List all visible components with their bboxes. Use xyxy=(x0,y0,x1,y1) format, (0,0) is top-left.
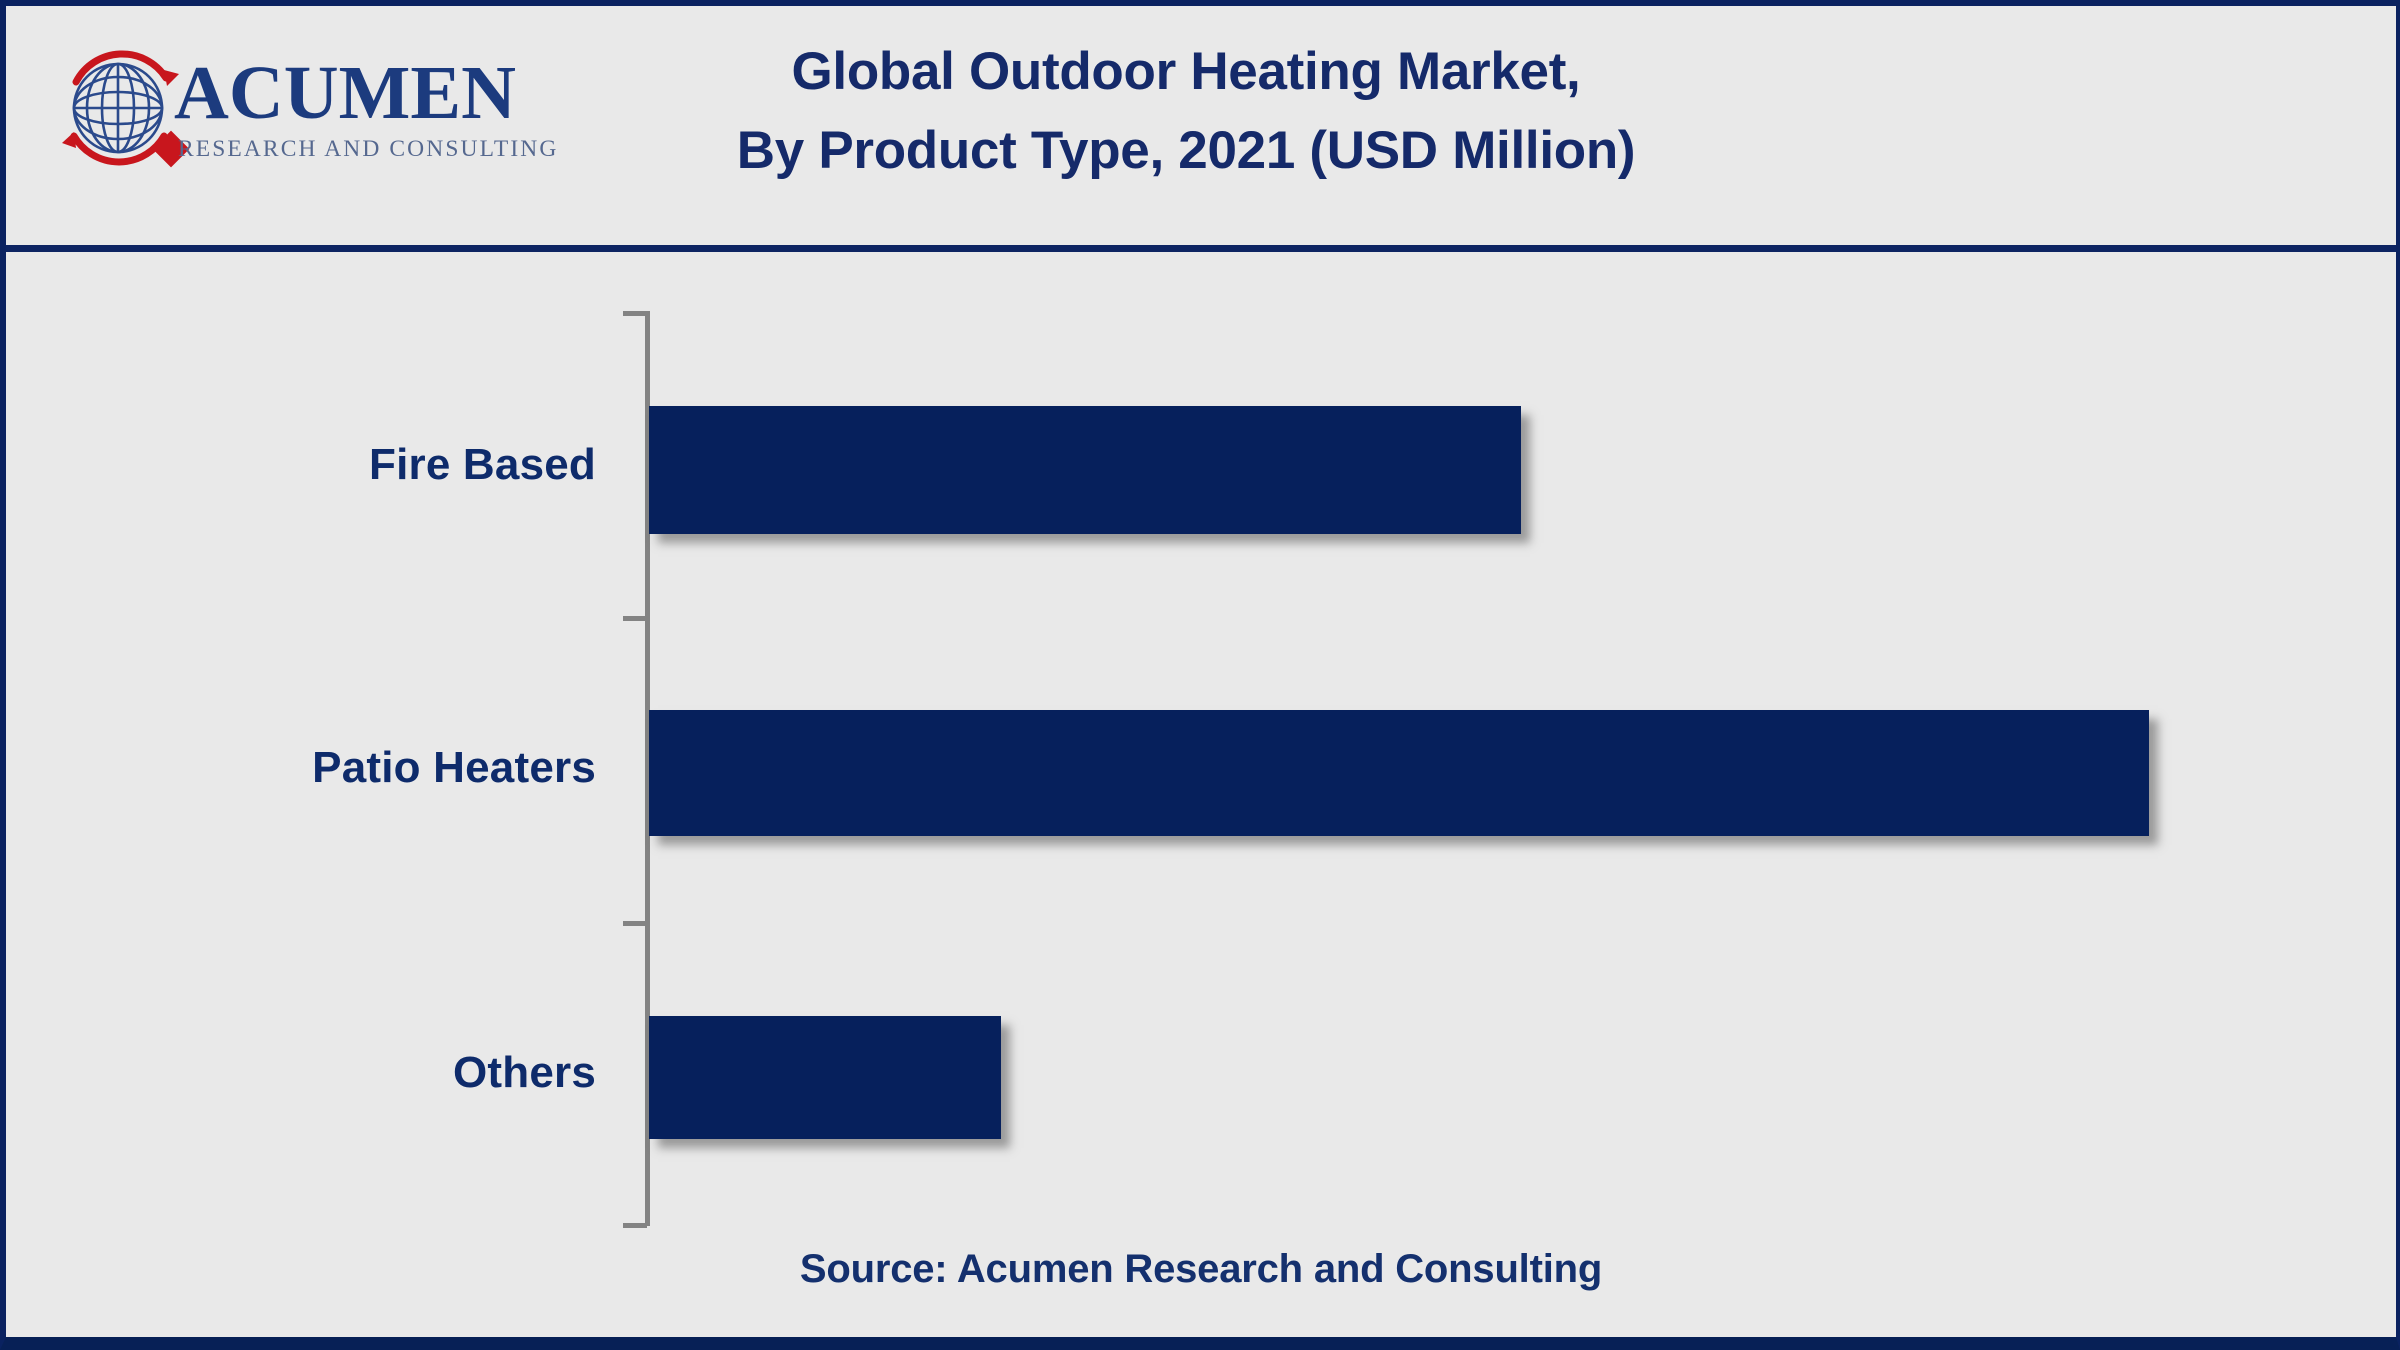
chart-plot-area: Fire Based Patio Heaters Others Source: … xyxy=(6,245,2396,1337)
category-axis-line xyxy=(645,311,650,1226)
header-bar: ACUMEN RESEARCH AND CONSULTING Global Ou… xyxy=(6,6,2396,252)
bar-others xyxy=(649,1016,1001,1139)
page-title-line-1: Global Outdoor Heating Market, xyxy=(791,42,1581,101)
logo-wordmark: ACUMEN RESEARCH AND CONSULTING xyxy=(174,51,559,174)
axis-tick xyxy=(623,311,647,316)
category-label-others: Others xyxy=(452,1048,596,1097)
page-title-line-2: By Product Type, 2021 (USD Million) xyxy=(736,121,1636,180)
axis-tick xyxy=(623,921,647,926)
source-note: Source: Acumen Research and Consulting xyxy=(799,1247,1603,1291)
page-title: Global Outdoor Heating Market, By Produc… xyxy=(566,32,1806,190)
globe-arrows-icon xyxy=(46,44,196,179)
category-label-patio-heaters: Patio Heaters xyxy=(312,743,596,792)
bar-patio-heaters xyxy=(649,710,2149,836)
axis-tick xyxy=(623,616,647,621)
company-logo: ACUMEN RESEARCH AND CONSULTING xyxy=(46,44,556,179)
axis-tick xyxy=(623,1223,647,1228)
logo-company-name: ACUMEN xyxy=(174,51,516,135)
bar-fire-based xyxy=(649,406,1521,534)
logo-tagline: RESEARCH AND CONSULTING xyxy=(178,136,559,162)
category-label-fire-based: Fire Based xyxy=(369,440,596,489)
